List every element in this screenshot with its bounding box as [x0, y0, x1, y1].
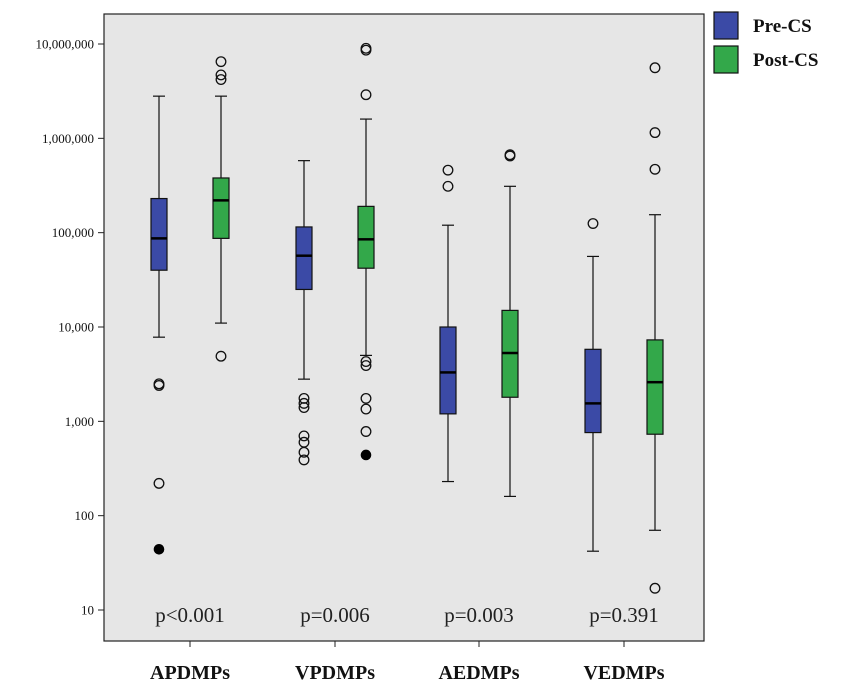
outlier-point: [360, 89, 372, 101]
box-group: [439, 164, 457, 483]
outlier-point: [215, 74, 227, 85]
box-group: [584, 218, 602, 552]
y-tick-label: 100: [75, 508, 95, 523]
p-value-label: p=0.003: [444, 603, 514, 627]
outlier-point: [442, 180, 454, 192]
box: [212, 177, 230, 239]
outlier-point: [649, 163, 661, 175]
outlier-point: [298, 402, 310, 413]
y-tick-label: 10,000: [58, 320, 94, 335]
outlier-point: [360, 44, 372, 56]
x-category-label: APDMPs: [150, 662, 230, 684]
outlier-point: [153, 477, 165, 489]
outlier-point: [298, 430, 310, 442]
y-tick-label: 1,000: [65, 414, 94, 429]
box-group: [357, 42, 375, 461]
p-value-label: p=0.391: [589, 603, 659, 627]
box-group: [646, 62, 664, 594]
y-tick-label: 10: [81, 603, 94, 618]
box: [646, 339, 664, 435]
outlier-point: [298, 454, 310, 466]
plot-area: [103, 13, 705, 642]
box: [439, 326, 457, 415]
outlier-point: [587, 218, 599, 229]
x-category-label: VPDMPs: [295, 662, 375, 684]
outlier-point: [649, 582, 661, 594]
y-tick-label: 1,000,000: [42, 131, 94, 146]
box-group: [295, 160, 313, 466]
extreme-point: [360, 449, 372, 461]
p-value-label: p=0.006: [300, 603, 370, 627]
outlier-point: [649, 127, 661, 139]
outlier-point: [215, 69, 227, 81]
box: [295, 226, 313, 291]
y-tick-label: 100,000: [52, 225, 94, 240]
outlier-point: [153, 378, 165, 390]
outlier-point: [504, 150, 516, 162]
outlier-point: [360, 360, 372, 372]
outlier-point: [360, 356, 372, 368]
legend-swatch: [713, 11, 739, 40]
outlier-point: [442, 164, 454, 176]
box-group: [501, 149, 519, 498]
y-tick-label: 10,000,000: [36, 37, 95, 52]
p-values: p<0.001 p=0.006 p=0.003 p=0.391: [155, 603, 659, 627]
x-category-label: VEDMPs: [583, 662, 664, 684]
outlier-point: [215, 56, 227, 68]
outlier-point: [360, 392, 372, 404]
outlier-point: [298, 446, 310, 458]
outlier-point: [649, 62, 661, 74]
outlier-point: [360, 403, 372, 415]
outlier-point: [298, 397, 310, 409]
extreme-point: [153, 544, 165, 555]
y-axis: 10 100 1,000 10,000 100,000 1,000,000 10,000,0…: [36, 37, 104, 618]
legend-swatch: [713, 45, 739, 74]
legend: Pre-CS Post-CS: [713, 11, 818, 74]
x-axis-categories: APDMPs VPDMPs AEDMPs VEDMPs: [150, 641, 665, 684]
box-group: [150, 95, 168, 555]
legend-label: Pre-CS: [753, 16, 812, 37]
outlier-point: [215, 350, 227, 362]
box: [357, 205, 375, 269]
outlier-point: [360, 426, 372, 437]
legend-label: Post-CS: [753, 50, 818, 71]
p-value-label: p<0.001: [155, 603, 225, 627]
box: [150, 197, 168, 271]
box-group: [212, 56, 230, 362]
box-series: [150, 42, 664, 594]
x-category-label: AEDMPs: [438, 662, 519, 684]
box: [584, 348, 602, 434]
